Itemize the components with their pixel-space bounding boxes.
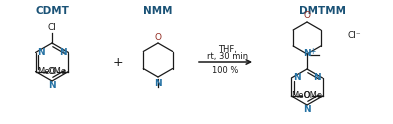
- Text: N: N: [314, 74, 321, 82]
- Text: N: N: [37, 48, 45, 57]
- Text: MeO: MeO: [292, 92, 310, 100]
- Text: Cl: Cl: [48, 23, 57, 32]
- Text: N: N: [154, 78, 162, 88]
- Text: MeO: MeO: [37, 67, 57, 76]
- Text: N: N: [303, 49, 310, 59]
- Text: O: O: [303, 12, 310, 20]
- Text: OMe: OMe: [48, 67, 67, 76]
- Text: rt, 30 min: rt, 30 min: [207, 52, 248, 61]
- Text: OMe: OMe: [303, 92, 323, 100]
- Text: 100 %: 100 %: [212, 66, 239, 75]
- Text: THF,: THF,: [218, 45, 237, 54]
- Text: N: N: [59, 48, 67, 57]
- Text: N: N: [303, 105, 311, 114]
- Text: Cl⁻: Cl⁻: [348, 31, 362, 40]
- Text: N: N: [48, 81, 56, 90]
- Text: NMM: NMM: [143, 6, 173, 16]
- Text: +: +: [113, 57, 123, 69]
- Text: DMTMM: DMTMM: [299, 6, 347, 16]
- Text: CDMT: CDMT: [35, 6, 69, 16]
- Text: +: +: [309, 46, 315, 56]
- Text: N: N: [293, 74, 301, 82]
- Text: O: O: [154, 32, 162, 42]
